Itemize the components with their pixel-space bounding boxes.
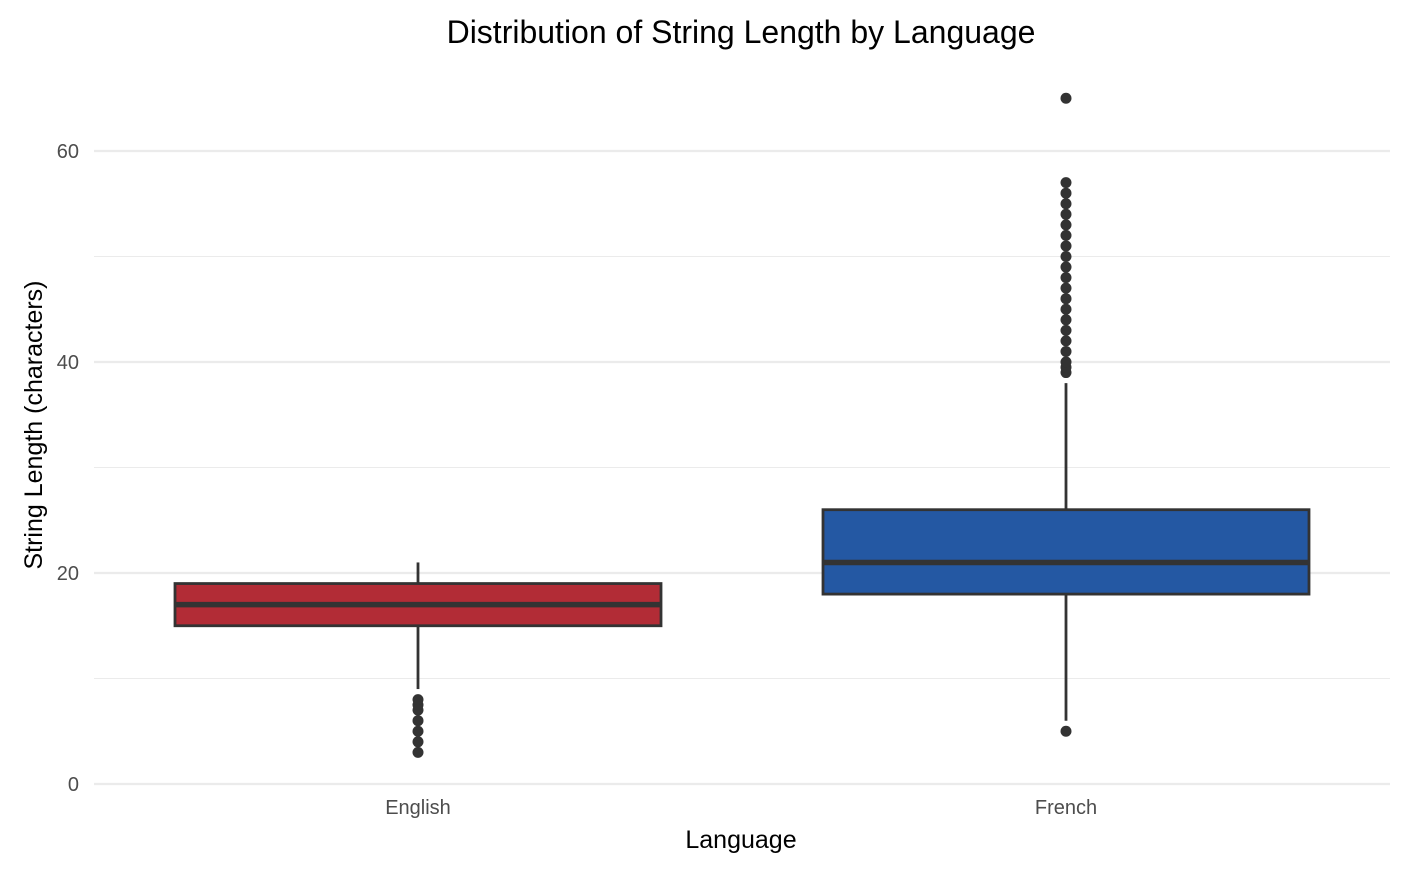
box-french (821, 92, 1311, 737)
chart-title: Distribution of String Length by Languag… (447, 14, 1036, 50)
outlier-point (1060, 92, 1072, 104)
outlier-point (412, 715, 424, 727)
outlier-point (1060, 282, 1072, 294)
outlier-point (1060, 229, 1072, 241)
outlier-point (1060, 356, 1072, 368)
outlier-point (1060, 208, 1072, 220)
y-tick-label: 20 (57, 563, 79, 585)
outlier-point (1060, 272, 1072, 284)
outlier-point (1060, 345, 1072, 357)
outlier-point (1060, 177, 1072, 189)
outlier-point (1060, 187, 1072, 199)
y-axis-label: String Length (characters) (20, 280, 48, 569)
outlier-point (1060, 219, 1072, 231)
y-tick-label: 60 (57, 141, 79, 163)
y-axis-ticks: 0 20 40 60 (57, 141, 79, 796)
outlier-point (1060, 335, 1072, 347)
outlier-point (412, 694, 424, 706)
outlier-point (1060, 303, 1072, 315)
x-axis-label: Language (685, 826, 796, 854)
y-tick-label: 40 (57, 352, 79, 374)
y-tick-label: 0 (68, 774, 79, 796)
iqr-box (821, 508, 1311, 596)
x-tick-label: English (385, 797, 451, 819)
grid (94, 149, 1390, 786)
outlier-point (412, 725, 424, 737)
outlier-point (412, 746, 424, 758)
box-series (173, 92, 1311, 758)
x-axis-ticks: English French (385, 797, 1097, 819)
outlier-point (1060, 324, 1072, 336)
outlier-point (1060, 251, 1072, 262)
outlier-point (1060, 240, 1072, 252)
box-english (173, 562, 663, 758)
outlier-point (1060, 293, 1072, 305)
outlier-point (1060, 261, 1072, 273)
outlier-point (1060, 314, 1072, 326)
outlier-point (412, 736, 424, 748)
outlier-point (1060, 198, 1072, 210)
x-tick-label: French (1035, 797, 1097, 819)
outlier-point (1060, 725, 1072, 737)
